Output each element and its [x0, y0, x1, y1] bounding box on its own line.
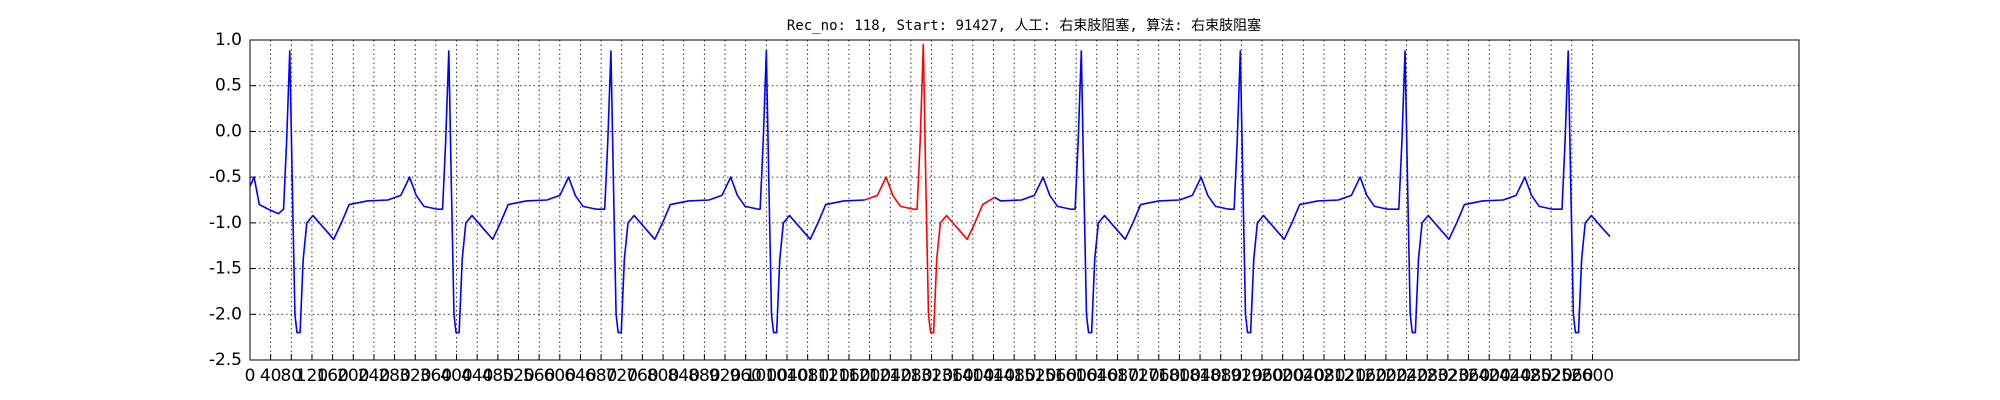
x-tick-label: 1920: [1220, 366, 1263, 386]
x-tick-label: 760: [626, 366, 658, 386]
x-tick-label: 2320: [1426, 366, 1469, 386]
x-tick-label: 960: [729, 366, 761, 386]
ecg-line: [864, 43, 995, 334]
x-tick-label: 2600: [1571, 366, 1614, 386]
x-tick-label: 480: [482, 366, 514, 386]
x-tick-label: 720: [606, 366, 638, 386]
x-tick-label: 1280: [889, 366, 932, 386]
y-tick-label: -1.0: [209, 213, 242, 233]
x-tick-label: 2360: [1447, 366, 1490, 386]
x-tick-label: 40: [260, 366, 282, 386]
x-tick-label: 1160: [827, 366, 870, 386]
x-tick-label: 1440: [972, 366, 1015, 386]
x-tick-label: 2400: [1468, 366, 1511, 386]
x-tick-label: 1960: [1240, 366, 1283, 386]
x-tick-label: 640: [564, 366, 596, 386]
x-tick-label: 440: [461, 366, 493, 386]
x-tick-label: 1080: [786, 366, 829, 386]
x-tick-label: 1400: [951, 366, 994, 386]
x-tick-label: 2240: [1385, 366, 1428, 386]
x-tick-label: 1360: [931, 366, 974, 386]
chart-title: Rec_no: 118, Start: 91427, 人工: 右束肢阻塞, 算法…: [787, 17, 1261, 34]
x-tick-label: 1720: [1116, 366, 1159, 386]
x-tick-label: 80: [280, 366, 302, 386]
x-tick-label: 1600: [1055, 366, 1098, 386]
x-tick-label: 1480: [993, 366, 1036, 386]
x-tick-label: 160: [316, 366, 348, 386]
x-tick-label: 200: [337, 366, 369, 386]
x-tick-label: 2200: [1364, 366, 1407, 386]
x-tick-label: 1760: [1137, 366, 1180, 386]
x-tick-label: 1240: [869, 366, 912, 386]
y-tick-label: 0.0: [215, 121, 242, 141]
x-tick-label: 120: [296, 366, 328, 386]
x-tick-label: 1000: [745, 366, 788, 386]
x-tick-label: 1040: [765, 366, 808, 386]
x-tick-label: 2080: [1302, 366, 1345, 386]
x-tick-label: 2520: [1530, 366, 1573, 386]
x-tick-label: 880: [688, 366, 720, 386]
y-tick-label: 0.5: [215, 76, 242, 96]
x-tick-label: 240: [358, 366, 390, 386]
x-tick-label: 1800: [1158, 366, 1201, 386]
x-tick-label: 600: [544, 366, 576, 386]
x-tick-label: 800: [647, 366, 679, 386]
x-tick-label: 1320: [910, 366, 953, 386]
x-tick-label: 2280: [1406, 366, 1449, 386]
x-tick-label: 2040: [1282, 366, 1325, 386]
x-tick-label: 920: [709, 366, 741, 386]
x-tick-label: 2480: [1509, 366, 1552, 386]
x-tick-label: 1840: [1178, 366, 1221, 386]
x-tick-label: 320: [399, 366, 431, 386]
x-tick-label: 1120: [807, 366, 850, 386]
x-tick-label: 1880: [1199, 366, 1242, 386]
x-tick-label: 2000: [1261, 366, 1304, 386]
y-tick-label: -2.5: [209, 350, 242, 370]
x-tick-label: 2560: [1550, 366, 1593, 386]
ecg-line: [249, 50, 1611, 334]
x-tick-label: 1520: [1013, 366, 1056, 386]
x-tick-label: 1560: [1034, 366, 1077, 386]
x-tick-label: 360: [420, 366, 452, 386]
x-tick-label: 0: [245, 366, 256, 386]
x-tick-label: 1640: [1075, 366, 1118, 386]
x-tick-label: 1680: [1096, 366, 1139, 386]
plot-frame: [249, 39, 1800, 361]
x-tick-label: 840: [667, 366, 699, 386]
y-tick-label: -0.5: [209, 167, 242, 187]
x-tick-label: 280: [378, 366, 410, 386]
x-tick-label: 400: [440, 366, 472, 386]
y-tick-label: -2.0: [209, 304, 242, 324]
x-tick-label: 2440: [1488, 366, 1531, 386]
x-tick-label: 520: [502, 366, 534, 386]
x-tick-label: 1200: [848, 366, 891, 386]
y-tick-label: 1.0: [215, 30, 242, 50]
x-tick-label: 2120: [1323, 366, 1366, 386]
x-tick-label: 680: [585, 366, 617, 386]
x-tick-label: 560: [523, 366, 555, 386]
y-tick-label: -1.5: [209, 259, 242, 279]
x-tick-label: 2160: [1344, 366, 1387, 386]
